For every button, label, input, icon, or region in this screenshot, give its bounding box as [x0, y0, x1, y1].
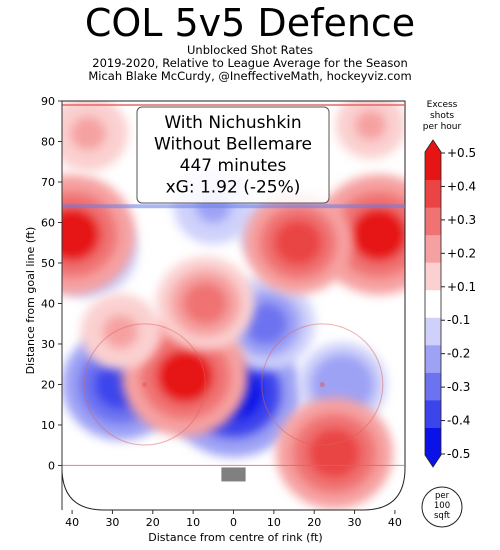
y-tick-label: 70	[41, 176, 55, 189]
faceoff-circle-right	[261, 323, 384, 446]
colorbar-swatch	[425, 399, 441, 428]
x-tick-label: 40	[388, 516, 402, 529]
heat-contour	[243, 302, 288, 345]
heat-region-9	[244, 191, 352, 294]
faceoff-circle-left	[83, 323, 206, 446]
units-label: sqft	[434, 511, 451, 521]
heat-region-15	[80, 293, 161, 370]
season-line: 2019-2020, Relative to League Average fo…	[92, 56, 408, 70]
colorbar-title: per hour	[423, 122, 462, 132]
colorbar-title: Excess	[427, 100, 458, 110]
heat-region-14	[335, 101, 405, 159]
goal-net	[221, 467, 246, 482]
colorbar-tick-label: +0.4	[447, 179, 476, 193]
credit-line: Micah Blake McCurdy, @IneffectiveMath, h…	[88, 69, 412, 83]
x-axis-label: Distance from centre of rink (ft)	[148, 531, 322, 544]
x-tick-label: 30	[105, 516, 119, 529]
heat-contour	[354, 110, 387, 141]
colorbar-swatch	[425, 372, 441, 401]
y-tick-label: 10	[41, 419, 55, 432]
colorbar-swatch	[425, 152, 441, 181]
heat-contour	[156, 349, 214, 404]
annotation-line: xG: 1.92 (-25%)	[166, 178, 301, 198]
colorbar-outline	[424, 139, 442, 468]
heat-region-13	[62, 101, 129, 172]
y-tick-label: 80	[41, 135, 55, 148]
heat-contour	[308, 428, 361, 479]
colorbar-tick-label: -0.5	[447, 447, 470, 461]
x-tick-label: 40	[65, 516, 79, 529]
axes: 40 30 20 10 0 10 20 30 40 0 10 20 30 40 50 60 70 80 90 Dist…	[24, 95, 402, 544]
units-badge	[421, 486, 463, 528]
y-tick-label: 60	[41, 216, 55, 229]
heat-region-12	[275, 397, 393, 509]
chart-subtitle: Unblocked Shot Rates	[187, 43, 313, 57]
y-tick-label: 30	[41, 338, 55, 351]
x-tick-label: 20	[146, 516, 160, 529]
units-label: 100	[434, 501, 450, 511]
x-tick-label: 30	[348, 516, 362, 529]
heat-contour	[350, 207, 405, 262]
y-tick-label: 50	[41, 257, 55, 270]
colorbar-swatch	[425, 262, 441, 291]
annotation-line: 447 minutes	[180, 156, 287, 176]
colorbar-tick-label: -0.2	[447, 347, 470, 361]
colorbar-tick-label: +0.5	[447, 146, 476, 160]
colorbar-swatch	[425, 344, 441, 373]
colorbar-arrow-top	[425, 140, 441, 152]
y-tick-label: 0	[48, 459, 55, 472]
heat-contour	[62, 207, 101, 262]
colorbar-tick-label: -0.1	[447, 313, 470, 327]
colorbar-swatch	[425, 207, 441, 236]
heat-contour	[322, 365, 363, 404]
heat-contour	[273, 219, 323, 266]
colorbar-tick-label: -0.3	[447, 380, 470, 394]
x-tick-label: 10	[267, 516, 281, 529]
colorbar: +0.5 +0.4 +0.3 +0.2 +0.1 -0.1 -0.2 -0.3 -0.4 -0.5…	[421, 100, 476, 528]
faceoff-dot-right	[319, 381, 325, 387]
x-tick-label: 0	[230, 516, 237, 529]
annotation-line: With Nichushkin	[164, 113, 301, 133]
colorbar-tick-label: -0.4	[447, 414, 470, 428]
heat-contour	[183, 282, 228, 325]
annotation-frame	[136, 106, 330, 204]
rink-lines	[61, 100, 406, 511]
chart-title: COL 5v5 Defence	[84, 1, 416, 45]
heat-contour	[102, 314, 139, 349]
faceoff-dot-left	[142, 381, 148, 387]
y-axis-label: Distance from goal line (ft)	[24, 227, 37, 375]
colorbar-arrow-bottom	[425, 455, 441, 467]
annotation-line: Without Bellemare	[154, 135, 312, 155]
colorbar-swatch	[425, 427, 441, 456]
colorbar-swatch	[425, 289, 441, 318]
x-tick-label: 20	[307, 516, 321, 529]
y-tick-label: 40	[41, 297, 55, 310]
colorbar-swatch	[425, 234, 441, 263]
y-tick-label: 90	[41, 95, 55, 108]
colorbar-swatch	[425, 179, 441, 208]
heat-contour	[70, 116, 107, 151]
rink-boards	[61, 100, 406, 511]
colorbar-swatch	[425, 317, 441, 346]
colorbar-tick-label: +0.2	[447, 246, 476, 260]
colorbar-tick-label: +0.1	[447, 280, 476, 294]
colorbar-tick-label: +0.3	[447, 213, 476, 227]
units-label: per	[435, 491, 450, 501]
x-tick-label: 10	[186, 516, 200, 529]
heat-region-11	[156, 256, 255, 351]
colorbar-title: shots	[430, 111, 454, 121]
y-tick-label: 20	[41, 378, 55, 391]
